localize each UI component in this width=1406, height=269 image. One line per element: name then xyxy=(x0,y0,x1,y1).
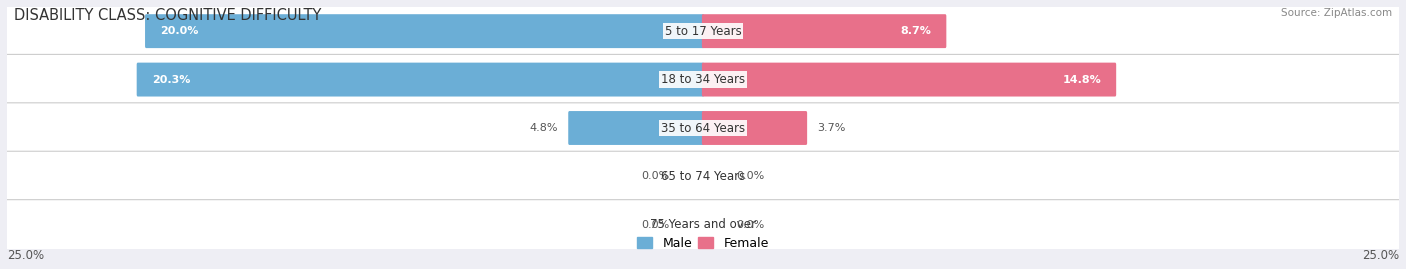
Text: 25.0%: 25.0% xyxy=(1362,249,1399,262)
Text: 35 to 64 Years: 35 to 64 Years xyxy=(661,122,745,134)
Text: 0.0%: 0.0% xyxy=(737,171,765,181)
FancyBboxPatch shape xyxy=(0,151,1406,201)
FancyBboxPatch shape xyxy=(0,103,1406,153)
Text: Source: ZipAtlas.com: Source: ZipAtlas.com xyxy=(1281,8,1392,18)
FancyBboxPatch shape xyxy=(0,6,1406,56)
FancyBboxPatch shape xyxy=(0,200,1406,250)
FancyBboxPatch shape xyxy=(0,54,1406,105)
FancyBboxPatch shape xyxy=(136,63,704,97)
FancyBboxPatch shape xyxy=(145,14,704,48)
Text: 5 to 17 Years: 5 to 17 Years xyxy=(665,25,741,38)
Text: 0.0%: 0.0% xyxy=(737,220,765,230)
FancyBboxPatch shape xyxy=(702,14,946,48)
Text: 75 Years and over: 75 Years and over xyxy=(650,218,756,231)
Text: 0.0%: 0.0% xyxy=(641,220,669,230)
Text: DISABILITY CLASS: COGNITIVE DIFFICULTY: DISABILITY CLASS: COGNITIVE DIFFICULTY xyxy=(14,8,322,23)
Legend: Male, Female: Male, Female xyxy=(633,232,773,255)
Text: 0.0%: 0.0% xyxy=(641,171,669,181)
Text: 20.3%: 20.3% xyxy=(152,75,190,84)
Text: 18 to 34 Years: 18 to 34 Years xyxy=(661,73,745,86)
Text: 3.7%: 3.7% xyxy=(817,123,845,133)
FancyBboxPatch shape xyxy=(702,63,1116,97)
Text: 20.0%: 20.0% xyxy=(160,26,198,36)
Text: 14.8%: 14.8% xyxy=(1063,75,1101,84)
Text: 25.0%: 25.0% xyxy=(7,249,44,262)
Text: 65 to 74 Years: 65 to 74 Years xyxy=(661,170,745,183)
FancyBboxPatch shape xyxy=(702,111,807,145)
Text: 8.7%: 8.7% xyxy=(900,26,931,36)
FancyBboxPatch shape xyxy=(568,111,704,145)
Text: 4.8%: 4.8% xyxy=(530,123,558,133)
